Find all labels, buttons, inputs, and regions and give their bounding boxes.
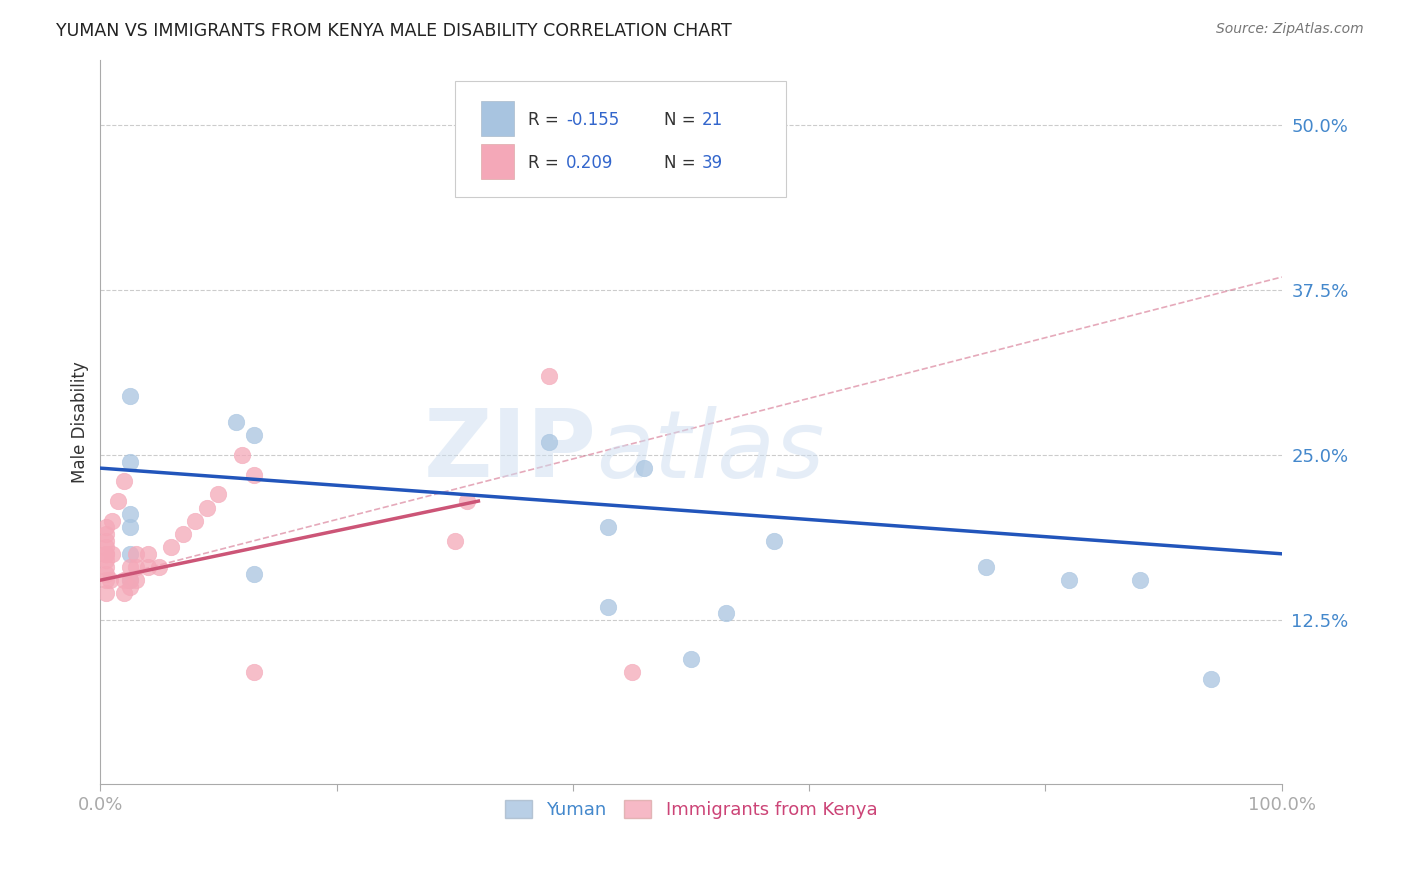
Point [538, 368, 561, 383]
Point [125, 573, 148, 587]
Text: -0.155: -0.155 [565, 111, 619, 128]
Text: R =: R = [529, 111, 564, 128]
Point [112, 475, 135, 489]
Point [184, 514, 207, 528]
FancyBboxPatch shape [481, 145, 513, 179]
Point [112, 586, 135, 600]
FancyBboxPatch shape [454, 81, 786, 197]
Point [118, 580, 141, 594]
Point [125, 560, 148, 574]
Point [762, 533, 785, 548]
Point [172, 527, 194, 541]
Point [443, 533, 465, 548]
Point [620, 665, 643, 680]
Text: 21: 21 [702, 111, 723, 128]
Text: N =: N = [664, 154, 700, 172]
Point [195, 500, 218, 515]
Point [96, 560, 118, 574]
Point [1129, 573, 1152, 587]
Point [538, 434, 561, 449]
Point [231, 448, 253, 462]
Text: atlas: atlas [596, 406, 825, 497]
Text: N =: N = [664, 111, 700, 128]
Point [96, 553, 118, 567]
Point [243, 428, 266, 442]
Point [679, 119, 702, 133]
Point [96, 586, 118, 600]
Point [96, 547, 118, 561]
Point [679, 652, 702, 666]
FancyBboxPatch shape [481, 101, 513, 136]
Point [118, 454, 141, 468]
Point [96, 566, 118, 581]
Point [148, 560, 170, 574]
Point [633, 461, 655, 475]
Text: 0.209: 0.209 [565, 154, 613, 172]
Point [118, 389, 141, 403]
Point [207, 487, 229, 501]
Point [101, 514, 124, 528]
Point [976, 560, 998, 574]
Point [96, 533, 118, 548]
Point [598, 599, 620, 614]
Point [118, 573, 141, 587]
Point [118, 560, 141, 574]
Point [107, 494, 129, 508]
Point [1199, 672, 1222, 686]
Point [456, 494, 478, 508]
Point [96, 547, 118, 561]
Point [96, 573, 118, 587]
Point [243, 665, 266, 680]
Point [118, 520, 141, 534]
Text: R =: R = [529, 154, 564, 172]
Point [98, 573, 121, 587]
Y-axis label: Male Disability: Male Disability [72, 361, 89, 483]
Point [118, 508, 141, 522]
Point [243, 467, 266, 482]
Point [160, 540, 183, 554]
Point [598, 520, 620, 534]
Point [96, 527, 118, 541]
Point [96, 520, 118, 534]
Text: YUMAN VS IMMIGRANTS FROM KENYA MALE DISABILITY CORRELATION CHART: YUMAN VS IMMIGRANTS FROM KENYA MALE DISA… [56, 22, 733, 40]
Point [716, 606, 738, 620]
Point [118, 573, 141, 587]
Point [1057, 573, 1080, 587]
Point [96, 540, 118, 554]
Point [112, 573, 135, 587]
Point [125, 547, 148, 561]
Point [118, 547, 141, 561]
Point [136, 547, 159, 561]
Point [243, 566, 266, 581]
Legend: Yuman, Immigrants from Kenya: Yuman, Immigrants from Kenya [498, 792, 884, 826]
Point [225, 415, 247, 429]
Point [101, 547, 124, 561]
Text: ZIP: ZIP [423, 405, 596, 497]
Point [136, 560, 159, 574]
Text: Source: ZipAtlas.com: Source: ZipAtlas.com [1216, 22, 1364, 37]
Text: 39: 39 [702, 154, 723, 172]
